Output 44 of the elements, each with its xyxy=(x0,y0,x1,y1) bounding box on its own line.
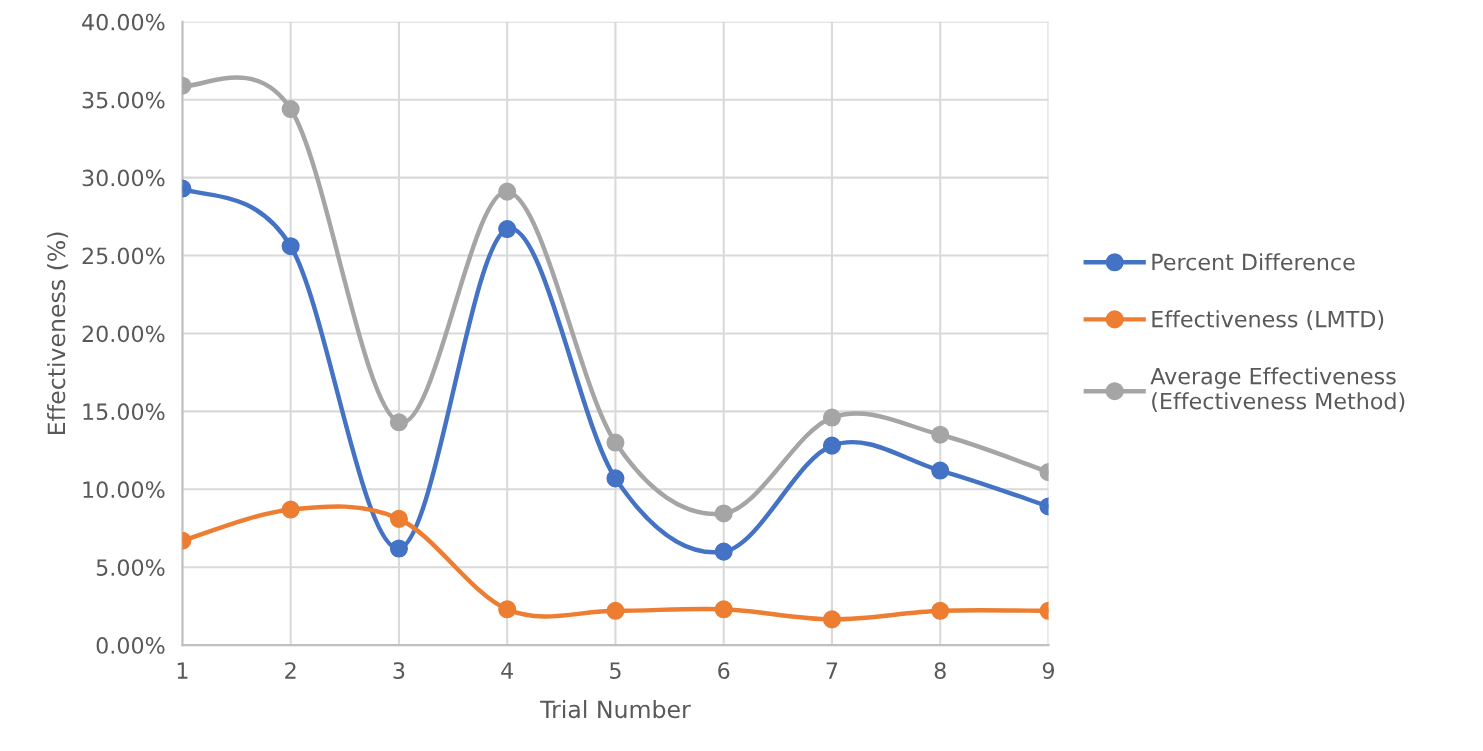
point xyxy=(931,425,950,444)
y-tick-label: 15.00% xyxy=(83,403,165,421)
y-tick-label: 35.00% xyxy=(82,91,165,109)
point xyxy=(389,539,408,558)
x-tick-label: 3 xyxy=(393,662,405,679)
y-tick-label: 20.00% xyxy=(82,325,165,343)
point xyxy=(931,461,950,480)
x-tick-label: 6 xyxy=(718,662,730,679)
point xyxy=(822,408,841,427)
point xyxy=(498,182,517,201)
point xyxy=(714,600,733,619)
y-axis-title: Effectiveness (%) xyxy=(47,232,69,435)
point xyxy=(931,601,950,620)
x-tick-label: 2 xyxy=(285,662,296,679)
point xyxy=(498,220,517,239)
point xyxy=(822,610,841,629)
point xyxy=(498,600,517,619)
y-tick-label: 25.00% xyxy=(82,247,165,265)
x-tick-label: 1 xyxy=(177,662,188,679)
x-tick-label: 7 xyxy=(826,662,838,679)
x-tick-label: 4 xyxy=(501,662,514,679)
x-tick-label: 8 xyxy=(934,662,946,679)
y-tick-label: 10.00% xyxy=(83,481,165,499)
point xyxy=(606,433,625,452)
x-tick-label: 5 xyxy=(610,662,621,679)
y-tick-label: 5.00% xyxy=(96,559,165,576)
point xyxy=(281,237,300,256)
x-axis-title: Trial Number xyxy=(540,699,691,719)
point xyxy=(281,500,300,519)
point xyxy=(389,413,408,432)
point xyxy=(714,542,733,561)
y-tick-label: 30.00% xyxy=(82,169,165,187)
y-tick-label: 0.00% xyxy=(96,637,165,654)
point xyxy=(714,504,733,523)
point xyxy=(389,509,408,528)
legend-label: Percent Difference xyxy=(1152,253,1355,271)
y-tick-label: 40.00% xyxy=(82,13,165,31)
point xyxy=(606,469,625,488)
point xyxy=(606,601,625,620)
x-tick-label: 9 xyxy=(1042,662,1054,679)
point xyxy=(281,100,300,119)
point xyxy=(822,436,841,455)
legend-label: Effectiveness (LMTD) xyxy=(1152,310,1384,331)
legend-label: Average Effectiveness (Effectiveness Method) xyxy=(1150,367,1405,413)
